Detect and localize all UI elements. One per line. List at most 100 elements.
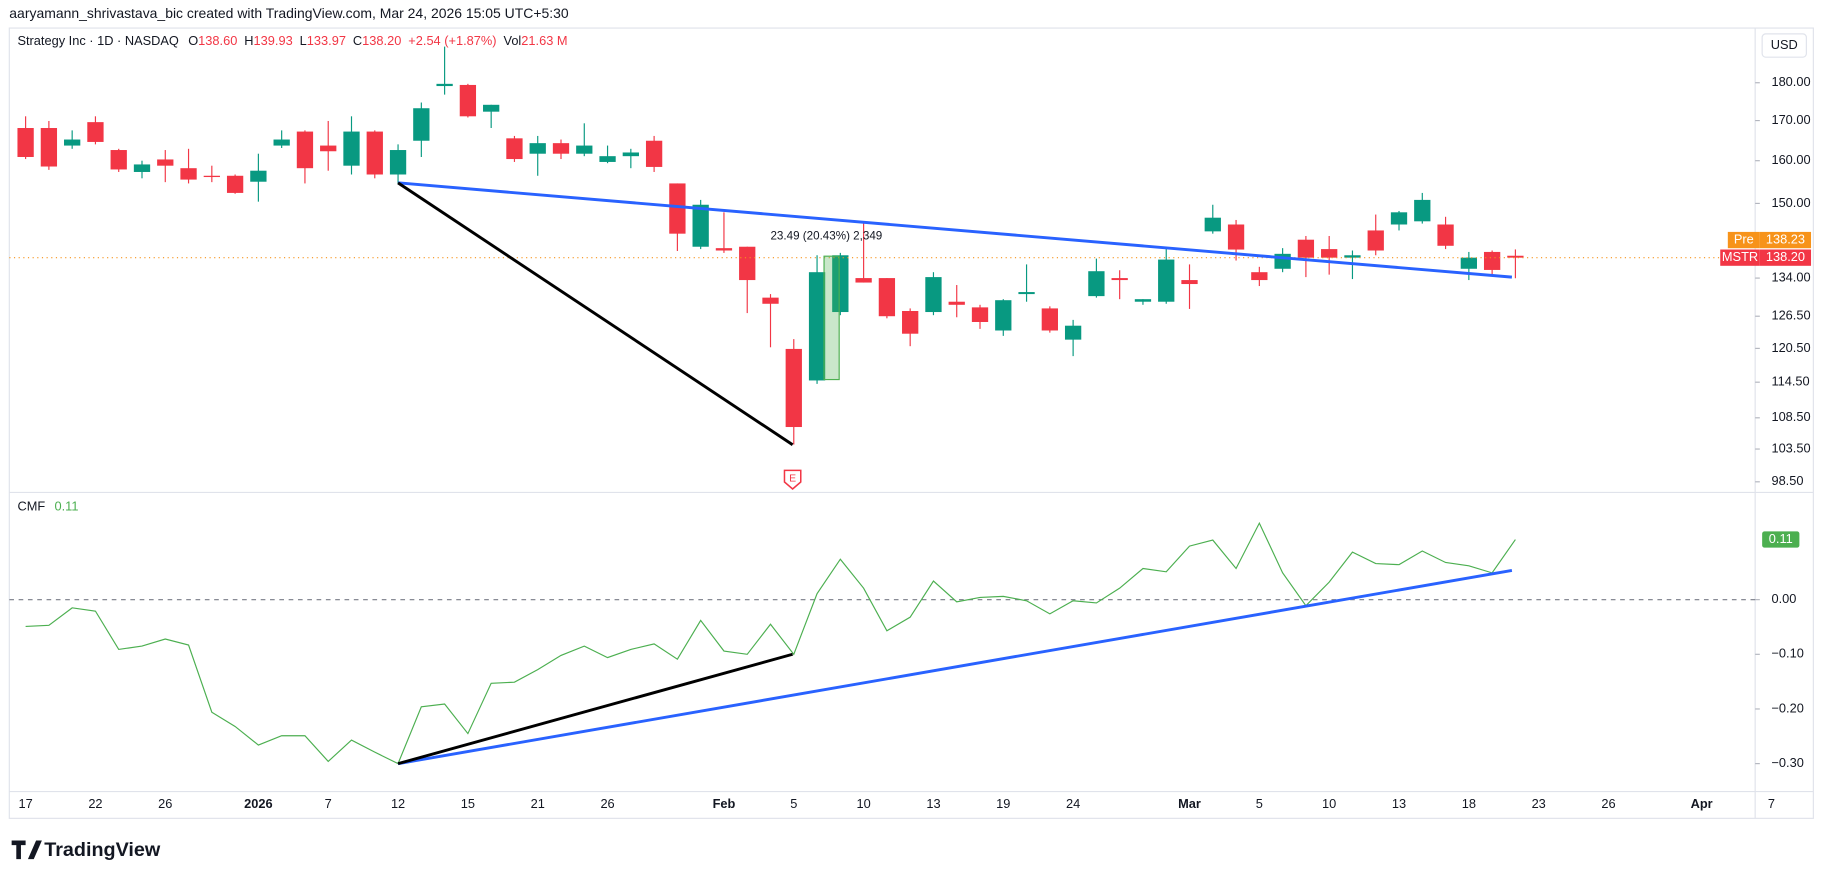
x-tick-label: 24 [1066, 796, 1080, 811]
indicator-legend: CMF 0.11 [17, 499, 78, 514]
x-tick-label: Apr [1691, 796, 1713, 811]
price-badge [1759, 231, 1812, 249]
ohlc-value: 138.20 [362, 33, 401, 48]
x-tick-label: 10 [856, 796, 870, 811]
candle-body [1344, 255, 1361, 258]
candle-body [552, 143, 570, 154]
y-tick-label: 0.00 [1771, 591, 1796, 606]
candle-body [576, 145, 593, 154]
ohlc-value: 138.60 [198, 33, 237, 48]
y-tick-label: 160.00 [1771, 152, 1810, 167]
candle-body [64, 139, 81, 146]
symbol: Strategy Inc · 1D · NASDAQ [17, 33, 178, 48]
price-badge-value: 138.23 [1766, 231, 1805, 246]
candle-body [762, 297, 779, 304]
value-badge-label: 0.11 [1769, 531, 1793, 546]
price-badge-label: MSTR [1722, 249, 1758, 264]
y-tick-label: 180.00 [1771, 74, 1810, 89]
value-badge [1762, 531, 1800, 548]
indicator-name: CMF [17, 499, 45, 514]
candle-body [902, 310, 919, 334]
x-tick-label: 2026 [244, 796, 272, 811]
candle-body [250, 170, 267, 182]
candle-body [1204, 217, 1221, 232]
x-tick-label: 10 [1322, 796, 1336, 811]
candle-body [971, 307, 989, 322]
candle-body [808, 272, 826, 381]
ohlc-label: H [244, 33, 253, 48]
candle-body [739, 246, 756, 281]
candle-body [948, 301, 965, 305]
price-badge-label: Pre [1734, 231, 1754, 246]
candle-body [1390, 212, 1408, 225]
plot: 98.50 103.50 108.50 114.50 120.50 126.50 134.0… [9, 46, 1812, 811]
candle-body [669, 183, 686, 234]
candle-body [1181, 280, 1198, 285]
candle-body [995, 300, 1012, 331]
candle-body [436, 83, 453, 87]
currency: USD [1771, 37, 1798, 52]
candle-body [1158, 259, 1175, 302]
y-tick-label: 108.50 [1771, 409, 1810, 424]
candle-body [1227, 224, 1245, 250]
indicator-value: 0.11 [54, 499, 78, 514]
candle-body [1018, 292, 1035, 295]
x-tick-label: 23 [1532, 796, 1546, 811]
ohlc-label: L [300, 33, 307, 48]
x-tick-label: Mar [1178, 796, 1201, 811]
x-tick-label: 7 [325, 796, 332, 811]
candle-body [832, 255, 849, 313]
trendline [397, 181, 1513, 279]
y-tick-label: 114.50 [1771, 374, 1809, 389]
candle-body [483, 104, 500, 112]
candle-body [1414, 199, 1431, 222]
x-tick-label: 13 [1392, 796, 1406, 811]
candle-body [1460, 257, 1477, 269]
candle-body [366, 131, 383, 175]
candle-body [645, 140, 663, 167]
candle-body [320, 145, 337, 152]
candle-body [110, 150, 127, 170]
ohlc-value: 133.97 [307, 33, 346, 48]
measure-box [823, 255, 840, 381]
price-badge [1720, 249, 1760, 266]
y-tick-label: 134.00 [1771, 269, 1810, 284]
candle-body [1437, 224, 1454, 246]
x-tick-label: 18 [1462, 796, 1476, 811]
candle-body [1297, 239, 1315, 258]
y-tick-label: −0.10 [1771, 646, 1803, 661]
ohlc-label: C [353, 33, 362, 48]
candle-body [17, 128, 34, 157]
candle-body [343, 131, 360, 166]
y-tick-label: −0.30 [1771, 755, 1803, 770]
candle-body [459, 84, 477, 117]
candle-body [1064, 325, 1082, 340]
x-tick-label: 7 [1768, 796, 1775, 811]
candle-body [413, 108, 430, 141]
candle-body [203, 175, 220, 178]
earnings-marker[interactable] [783, 469, 802, 490]
candle-body [1507, 255, 1524, 258]
candle-body [1483, 251, 1501, 270]
candle-body [878, 278, 896, 317]
y-tick-label: 126.50 [1771, 308, 1810, 323]
candle-body [622, 152, 639, 157]
candle-body [1367, 230, 1384, 251]
candle-body [599, 156, 616, 162]
candle-body [1321, 249, 1338, 258]
candle-body [1134, 299, 1152, 302]
x-tick-label: 5 [1256, 796, 1263, 811]
price-badge-value: 138.20 [1766, 249, 1805, 264]
x-tick-label: 21 [531, 796, 545, 811]
x-tick-label: 26 [1601, 796, 1615, 811]
candle-body [1088, 271, 1105, 297]
candle-body [273, 139, 290, 146]
change: +2.54 (+1.87%) [408, 33, 496, 48]
trendline [397, 181, 794, 446]
x-tick-label: 26 [600, 796, 614, 811]
x-tick-label: Feb [713, 796, 736, 811]
candle-body [87, 122, 104, 142]
